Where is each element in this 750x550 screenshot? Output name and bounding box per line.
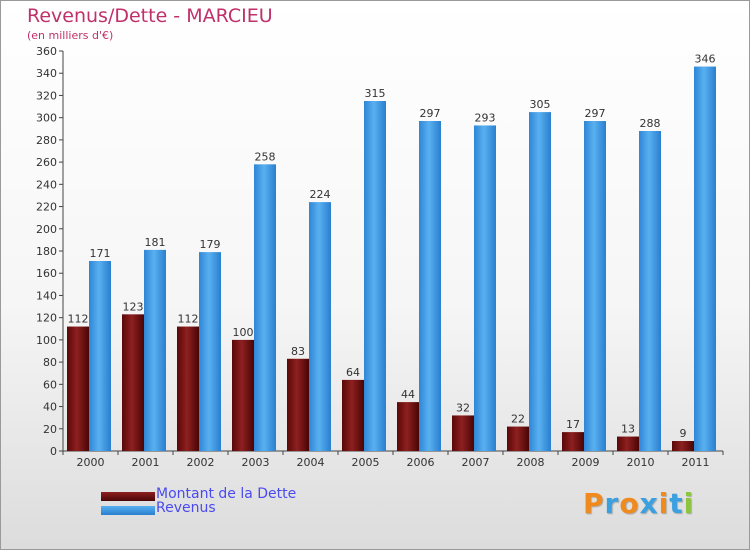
x-axis: 2000 2001 2002 2003 2004 2005 2006 2007 2008 2009…	[62, 451, 724, 469]
data-label-debt: 123	[123, 300, 144, 313]
y-tick-label: 160	[36, 267, 57, 280]
bar-revenus	[144, 249, 166, 451]
data-label-revenus: 224	[310, 188, 331, 201]
bar-debt	[342, 379, 364, 451]
bar-debt	[67, 326, 89, 451]
data-label-revenus: 293	[475, 111, 496, 124]
bar-revenus	[309, 202, 331, 451]
y-tick-label: 280	[36, 134, 57, 147]
y-tick-label: 360	[36, 45, 57, 58]
y-tick-label: 0	[50, 445, 57, 458]
data-label-revenus: 297	[585, 107, 606, 120]
logo-letter: r	[604, 487, 620, 520]
x-tick-label: 2002	[187, 456, 215, 469]
bar-debt	[672, 441, 694, 451]
bar-debt	[177, 326, 199, 451]
logo-letter: P	[583, 487, 605, 520]
bar-revenus	[694, 66, 716, 452]
data-label-revenus: 181	[145, 236, 166, 249]
x-tick-label: 2003	[242, 456, 270, 469]
bar-revenus	[584, 121, 606, 451]
data-label-revenus: 179	[200, 238, 221, 251]
data-label-debt: 64	[346, 366, 360, 379]
y-tick-label: 220	[36, 201, 57, 214]
y-tick-label: 80	[43, 356, 57, 369]
x-tick-label: 2001	[132, 456, 160, 469]
legend-swatch-debt	[101, 492, 155, 501]
bar-debt	[507, 426, 529, 451]
y-tick-label: 20	[43, 423, 57, 436]
data-label-debt: 44	[401, 388, 415, 401]
legend-label-debt: Montant de la Dette	[156, 486, 297, 502]
bar-revenus	[254, 164, 276, 452]
y-tick-label: 140	[36, 289, 57, 302]
data-label-debt: 83	[291, 345, 305, 358]
y-tick-label: 240	[36, 178, 57, 191]
bar-revenus	[639, 131, 661, 451]
y-tick-label: 60	[43, 378, 57, 391]
y-tick-label: 320	[36, 89, 57, 102]
x-tick-label: 2005	[352, 456, 380, 469]
y-tick-label: 100	[36, 334, 57, 347]
data-label-debt: 112	[178, 313, 199, 326]
chart-subtitle: (en milliers d'€)	[27, 29, 114, 42]
bar-debt	[617, 436, 639, 451]
logo-letter: t	[669, 487, 684, 520]
data-label-debt: 112	[68, 313, 89, 326]
data-label-debt: 17	[566, 418, 580, 431]
bar-revenus	[364, 101, 386, 451]
bars	[67, 66, 716, 452]
logo-letter: i	[683, 487, 695, 520]
bar-debt	[232, 339, 254, 451]
chart-title: Revenus/Dette - MARCIEU	[27, 5, 273, 27]
y-tick-label: 120	[36, 312, 57, 325]
x-tick-label: 2011	[682, 456, 710, 469]
data-label-debt: 22	[511, 413, 525, 426]
logo-letter: o	[619, 487, 640, 520]
y-tick-label: 200	[36, 223, 57, 236]
x-tick-label: 2004	[297, 456, 325, 469]
bar-revenus	[529, 112, 551, 451]
x-tick-label: 2009	[572, 456, 600, 469]
logo-letter: x	[639, 487, 659, 520]
x-tick-label: 2010	[627, 456, 655, 469]
data-label-revenus: 346	[695, 53, 716, 66]
x-tick-label: 2000	[77, 456, 105, 469]
data-label-debt: 9	[680, 427, 687, 440]
data-label-revenus: 305	[530, 98, 551, 111]
y-tick-label: 40	[43, 401, 57, 414]
data-label-revenus: 315	[365, 87, 386, 100]
y-tick-label: 300	[36, 112, 57, 125]
data-label-revenus: 171	[90, 247, 111, 260]
data-label-revenus: 297	[420, 107, 441, 120]
data-label-debt: 100	[233, 326, 254, 339]
bar-debt	[397, 402, 419, 451]
x-tick-label: 2007	[462, 456, 490, 469]
data-label-debt: 13	[621, 423, 635, 436]
data-label-revenus: 258	[255, 150, 276, 163]
bar-debt	[452, 415, 474, 451]
data-labels: 1121711231811121791002588322464315442973…	[68, 53, 716, 440]
logo-letter: i	[658, 487, 670, 520]
x-tick-label: 2008	[517, 456, 545, 469]
legend-label-revenus: Revenus	[156, 500, 216, 516]
y-tick-label: 180	[36, 245, 57, 258]
proxiti-logo: Proxiti	[583, 487, 694, 520]
data-label-debt: 32	[456, 401, 470, 414]
bar-revenus	[89, 261, 111, 451]
bar-debt	[122, 314, 144, 451]
bar-revenus	[199, 252, 221, 451]
bar-debt	[562, 432, 584, 451]
y-tick-label: 340	[36, 67, 57, 80]
legend-swatch-revenus	[101, 506, 155, 515]
y-tick-label: 260	[36, 156, 57, 169]
data-label-revenus: 288	[640, 117, 661, 130]
x-tick-label: 2006	[407, 456, 435, 469]
bar-revenus	[474, 125, 496, 451]
bar-debt	[287, 358, 309, 451]
bar-revenus	[419, 121, 441, 451]
